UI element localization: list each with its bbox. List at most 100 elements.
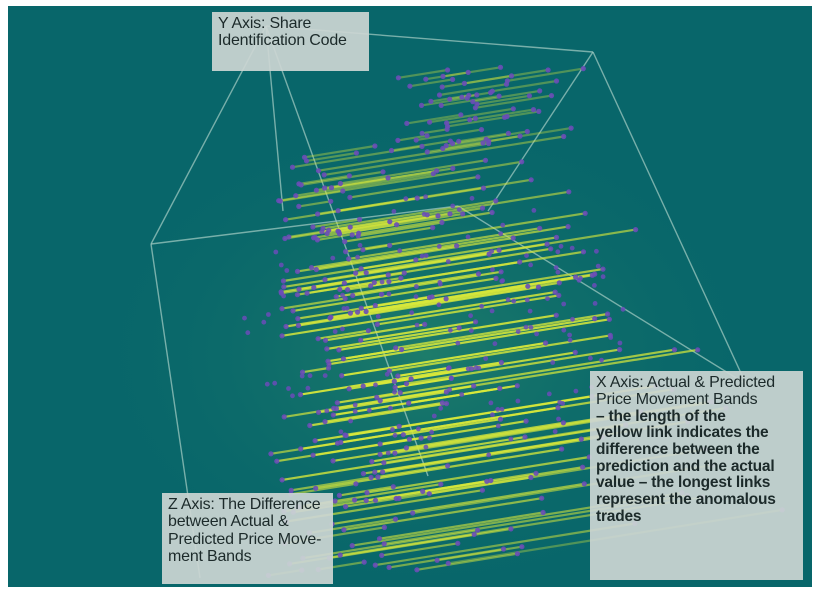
data-point	[592, 316, 598, 322]
data-point	[460, 211, 466, 217]
data-point	[341, 280, 347, 286]
data-point	[671, 347, 678, 353]
y-axis-label-line: Y Axis: Share	[218, 15, 312, 32]
link-line	[379, 438, 411, 446]
data-point	[500, 278, 505, 283]
data-point	[498, 359, 504, 366]
link-line	[359, 320, 477, 342]
link-line	[315, 167, 454, 192]
data-point	[322, 373, 328, 378]
data-point	[374, 394, 380, 400]
link-line	[393, 351, 577, 383]
data-point	[447, 138, 453, 144]
data-point	[438, 405, 444, 411]
data-point	[419, 143, 425, 149]
data-point	[321, 172, 327, 178]
data-point	[450, 76, 456, 82]
data-point	[497, 64, 504, 70]
data-point	[330, 458, 336, 464]
data-point	[570, 316, 575, 322]
link-line	[296, 244, 458, 273]
data-point	[428, 98, 434, 104]
link-line	[402, 418, 502, 436]
link-line	[338, 223, 398, 235]
data-point	[397, 390, 403, 396]
data-point	[374, 321, 380, 327]
data-point	[387, 242, 393, 248]
data-point	[413, 294, 419, 300]
data-point	[385, 450, 391, 456]
data-point	[594, 248, 599, 254]
data-point	[340, 356, 346, 362]
data-point	[408, 376, 414, 382]
link-line	[424, 66, 502, 81]
data-point	[559, 446, 565, 452]
data-point	[341, 527, 347, 533]
data-point	[556, 292, 562, 298]
data-point	[456, 138, 462, 144]
data-point	[429, 429, 434, 435]
data-point	[268, 451, 274, 457]
data-point	[449, 375, 454, 381]
link-line	[357, 221, 443, 237]
data-point	[391, 378, 397, 384]
data-point	[322, 277, 328, 283]
data-point	[524, 128, 530, 135]
link-line	[505, 110, 540, 118]
data-point	[289, 164, 296, 170]
data-point	[439, 400, 445, 406]
data-point	[480, 140, 486, 146]
data-point	[555, 249, 561, 255]
data-point	[544, 241, 550, 247]
data-point	[486, 140, 492, 147]
data-point	[280, 278, 286, 284]
data-point	[304, 290, 310, 296]
data-point	[413, 137, 419, 143]
link-line	[321, 199, 497, 230]
data-point	[407, 83, 413, 89]
data-point	[592, 283, 597, 288]
data-point	[416, 426, 421, 432]
data-point	[377, 451, 383, 457]
link-line	[342, 497, 543, 531]
data-point	[372, 469, 378, 475]
data-point	[439, 219, 445, 226]
data-point	[560, 420, 567, 426]
data-point	[361, 559, 367, 565]
data-point	[508, 526, 514, 532]
data-point	[377, 441, 383, 447]
data-point	[328, 198, 334, 204]
data-point	[505, 297, 511, 302]
data-point	[315, 211, 321, 217]
data-point	[540, 509, 546, 516]
data-point	[492, 341, 498, 347]
data-point	[633, 227, 639, 233]
data-point	[561, 133, 567, 140]
data-point	[343, 249, 349, 255]
data-point	[315, 336, 321, 342]
data-point	[468, 328, 474, 333]
data-point	[372, 143, 378, 149]
data-point	[301, 154, 308, 160]
data-point	[488, 477, 494, 484]
link-line	[279, 189, 344, 203]
link-line	[315, 236, 515, 271]
data-point	[445, 67, 451, 73]
data-point	[567, 332, 572, 338]
data-point	[310, 224, 316, 230]
data-point	[552, 429, 558, 434]
link-line	[346, 260, 521, 291]
link-line	[351, 211, 494, 236]
data-point	[523, 324, 529, 330]
data-point	[475, 527, 481, 533]
link-line	[335, 272, 480, 298]
data-point	[384, 371, 390, 377]
data-point	[381, 541, 387, 547]
data-point	[443, 401, 450, 407]
data-point	[493, 275, 499, 281]
data-point	[568, 125, 574, 131]
link-line	[337, 314, 558, 351]
data-point	[336, 347, 342, 353]
data-point	[350, 292, 356, 299]
data-point	[326, 361, 332, 367]
